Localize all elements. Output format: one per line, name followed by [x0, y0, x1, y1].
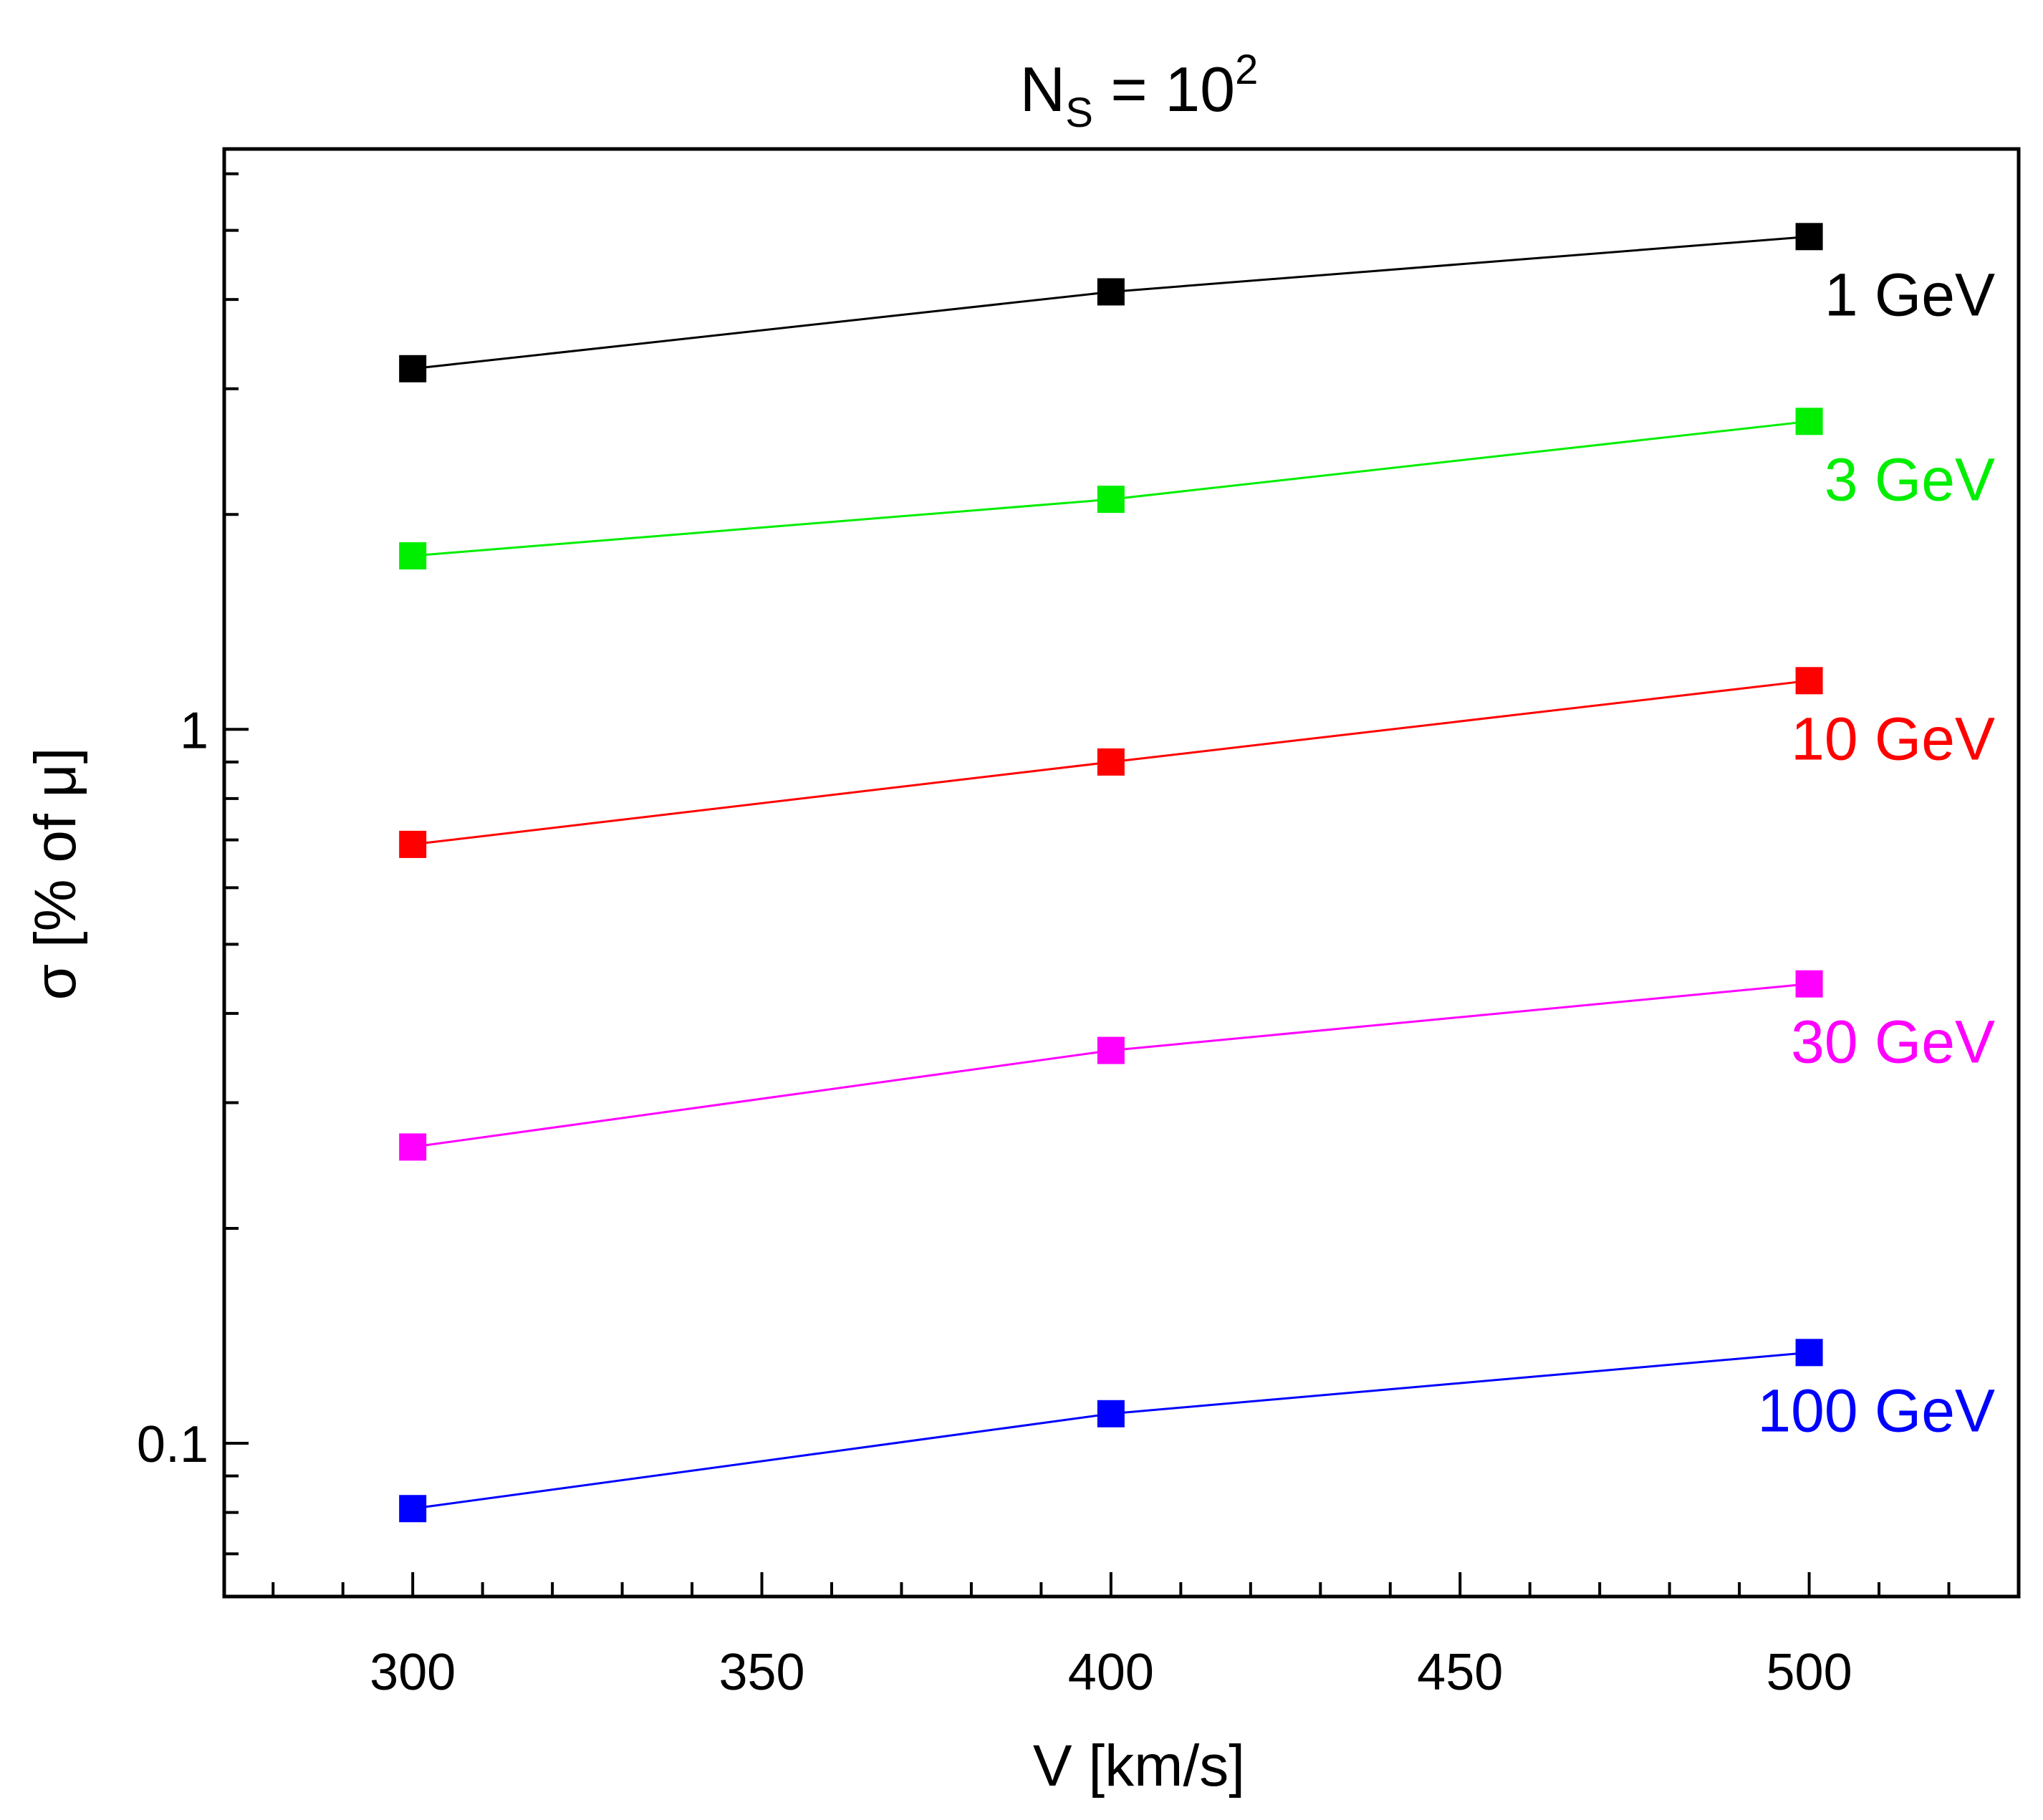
y-axis-title: σ [% of μ]	[23, 747, 88, 1000]
series-1-gev: 1 GeV	[399, 223, 1995, 382]
series-line	[412, 1351, 1809, 1510]
series-label: 30 GeV	[1791, 1008, 1995, 1076]
data-point	[399, 1133, 427, 1161]
data-point	[1795, 408, 1823, 435]
chart-title: NS = 102	[1020, 47, 1259, 136]
series-label: 3 GeV	[1825, 446, 1995, 513]
data-point	[1795, 667, 1823, 695]
y-axis: 0.11	[137, 172, 249, 1556]
data-point	[1097, 278, 1125, 306]
data-point	[399, 355, 427, 382]
series-100-gev: 100 GeV	[399, 1339, 1995, 1523]
series-3-gev: 3 GeV	[399, 408, 1995, 570]
data-series: 1 GeV 3 GeV 10 GeV 30 GeV 100 GeV	[399, 223, 1995, 1523]
series-label: 100 GeV	[1757, 1377, 1995, 1444]
data-point	[399, 542, 427, 570]
data-point	[1097, 748, 1125, 776]
plot-frame	[222, 147, 2021, 1599]
series-10-gev: 10 GeV	[399, 667, 1995, 858]
x-axis-title: V [km/s]	[1033, 1733, 1245, 1799]
y-tick-label: 1	[180, 702, 208, 759]
series-label: 10 GeV	[1791, 705, 1995, 772]
x-tick-label: 450	[1417, 1644, 1503, 1701]
data-point	[399, 830, 427, 858]
data-point	[1097, 486, 1125, 514]
data-point	[1795, 970, 1823, 998]
data-point	[399, 1495, 427, 1523]
x-tick-label: 300	[370, 1644, 456, 1701]
series-30-gev: 30 GeV	[399, 970, 1995, 1161]
series-label: 1 GeV	[1825, 261, 1995, 328]
data-point	[1795, 223, 1823, 251]
data-point	[1097, 1036, 1125, 1064]
y-tick-label: 0.1	[137, 1416, 208, 1473]
x-tick-label: 350	[718, 1644, 804, 1701]
series-line	[412, 983, 1809, 1148]
x-tick-label: 400	[1068, 1644, 1154, 1701]
x-tick-label: 500	[1766, 1644, 1852, 1701]
x-axis: 300 350 400 450 500	[271, 1572, 2020, 1701]
data-point	[1795, 1339, 1823, 1367]
data-point	[1097, 1400, 1125, 1427]
